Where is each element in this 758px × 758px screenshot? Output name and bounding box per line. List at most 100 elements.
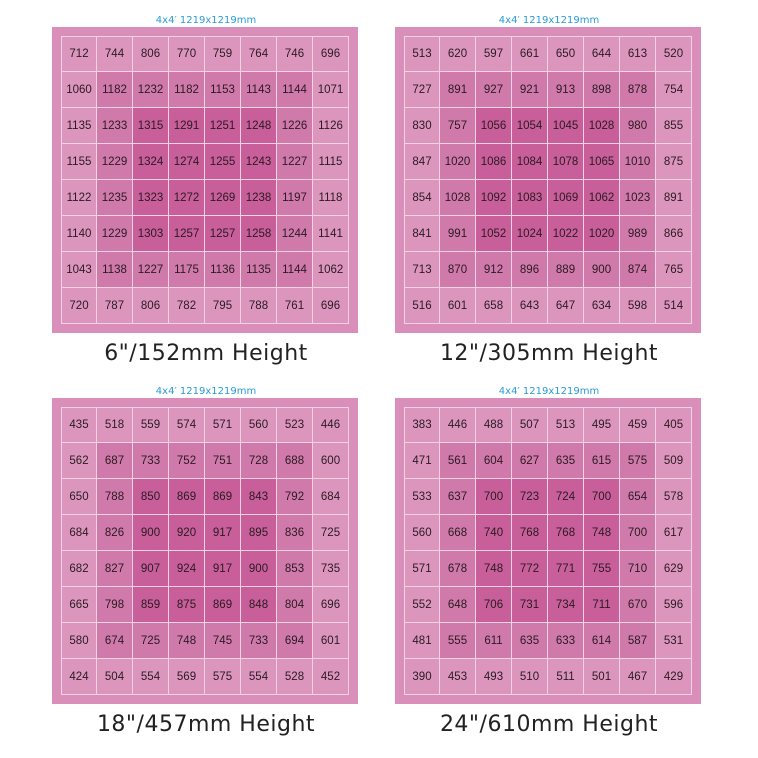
heatmap-cell: 580 [61, 623, 97, 659]
heatmap-cell: 900 [133, 515, 169, 551]
heatmap-cell: 670 [620, 587, 656, 623]
heatmap-cell: 751 [205, 443, 241, 479]
heatmap-cell: 600 [313, 443, 349, 479]
height-caption: 18"/457mm Height [96, 712, 316, 737]
heatmap-cell: 1226 [277, 108, 313, 144]
heatmap-cell: 754 [656, 72, 692, 108]
heatmap-cell: 748 [476, 551, 512, 587]
heatmap-cell: 467 [620, 659, 656, 695]
heatmap-cell: 575 [620, 443, 656, 479]
heatmap-cell: 509 [656, 443, 692, 479]
heatmap-cell: 644 [584, 36, 620, 72]
heatmap-cell: 629 [656, 551, 692, 587]
heatmap-cell: 706 [476, 587, 512, 623]
heatmap-cell: 764 [241, 36, 277, 72]
heatmap-cell: 668 [440, 515, 476, 551]
heatmap-cell: 1020 [584, 216, 620, 252]
heatmap-cell: 1155 [61, 144, 97, 180]
area-subtitle: 4x4′ 1219x1219mm [155, 386, 257, 397]
heatmap-cell: 927 [476, 72, 512, 108]
heatmap-cell: 768 [548, 515, 584, 551]
heatmap-cell: 843 [241, 479, 277, 515]
heatmap-cell: 559 [133, 407, 169, 443]
heatmap-cell: 900 [584, 252, 620, 288]
heatmap-cell: 1233 [97, 108, 133, 144]
heatmap-cell: 924 [169, 551, 205, 587]
heatmap-cell: 504 [97, 659, 133, 695]
heatmap-cell: 1118 [313, 180, 349, 216]
heatmap-cell: 1078 [548, 144, 584, 180]
heatmap-cell: 1138 [97, 252, 133, 288]
heatmap-cell: 531 [656, 623, 692, 659]
heatmap-cell: 1258 [241, 216, 277, 252]
heatmap-cell: 694 [277, 623, 313, 659]
heatmap-cell: 788 [241, 288, 277, 324]
heatmap-cell: 561 [440, 443, 476, 479]
heatmap-cell: 696 [313, 587, 349, 623]
heatmap-cell: 878 [620, 72, 656, 108]
heatmap-cell: 650 [548, 36, 584, 72]
heatmap-cell: 446 [313, 407, 349, 443]
heatmap-cell: 765 [656, 252, 692, 288]
heatmap-cell: 733 [241, 623, 277, 659]
heatmap-cell: 798 [97, 587, 133, 623]
heatmap-cell: 513 [548, 407, 584, 443]
heatmap-cell: 889 [548, 252, 584, 288]
heatmap-cell: 617 [656, 515, 692, 551]
heatmap-cell: 654 [620, 479, 656, 515]
heatmap-cell: 712 [61, 36, 97, 72]
heatmap-cell: 700 [584, 479, 620, 515]
heatmap-cell: 792 [277, 479, 313, 515]
heatmap-cell: 1291 [169, 108, 205, 144]
heatmap-cell: 772 [512, 551, 548, 587]
heatmap-cell: 604 [476, 443, 512, 479]
heatmap-cell: 661 [512, 36, 548, 72]
heatmap-cell: 991 [440, 216, 476, 252]
heatmap-cell: 1315 [133, 108, 169, 144]
heatmap-cell: 745 [205, 623, 241, 659]
heatmap-cell: 648 [440, 587, 476, 623]
heatmap-cell: 1227 [277, 144, 313, 180]
heatmap-cell: 635 [548, 443, 584, 479]
heatmap-cell: 1071 [313, 72, 349, 108]
heatmap-cell: 771 [548, 551, 584, 587]
heatmap-cell: 1182 [97, 72, 133, 108]
heatmap-cell: 1140 [61, 216, 97, 252]
heatmap-cell: 855 [656, 108, 692, 144]
heatmap-cell: 850 [133, 479, 169, 515]
heatmap-cell: 866 [656, 216, 692, 252]
heatmap-cell: 724 [548, 479, 584, 515]
heatmap-cell: 723 [512, 479, 548, 515]
heatmap-cell: 907 [133, 551, 169, 587]
heatmap-cell: 516 [404, 288, 440, 324]
heatmap-cell: 1238 [241, 180, 277, 216]
heatmap-cell: 1024 [512, 216, 548, 252]
heatmap-cell: 1043 [61, 252, 97, 288]
heatmap-cell: 643 [512, 288, 548, 324]
heatmap-cell: 601 [313, 623, 349, 659]
heatmap-cell: 755 [584, 551, 620, 587]
heatmap-cell: 405 [656, 407, 692, 443]
heatmap-cell: 493 [476, 659, 512, 695]
heatmap-cell: 488 [476, 407, 512, 443]
heatmap-cell: 1135 [61, 108, 97, 144]
heatmap-cell: 912 [476, 252, 512, 288]
heatmap-cell: 711 [584, 587, 620, 623]
heatmap-cell: 1323 [133, 180, 169, 216]
heatmap-cell: 684 [313, 479, 349, 515]
heatmap-cell: 627 [512, 443, 548, 479]
heatmap-cell: 1229 [97, 216, 133, 252]
heatmap-cell: 1052 [476, 216, 512, 252]
heatmap-cell: 853 [277, 551, 313, 587]
heatmap-cell: 560 [241, 407, 277, 443]
heatmap-cell: 481 [404, 623, 440, 659]
heatmap-cell: 770 [169, 36, 205, 72]
heatmap-cell: 507 [512, 407, 548, 443]
heatmap-cell: 684 [61, 515, 97, 551]
heatmap-cell: 650 [61, 479, 97, 515]
heatmap-cell: 826 [97, 515, 133, 551]
heatmap-cell: 1023 [620, 180, 656, 216]
heatmap-cell: 700 [476, 479, 512, 515]
heatmap-cell: 752 [169, 443, 205, 479]
heatmap-cell: 734 [548, 587, 584, 623]
